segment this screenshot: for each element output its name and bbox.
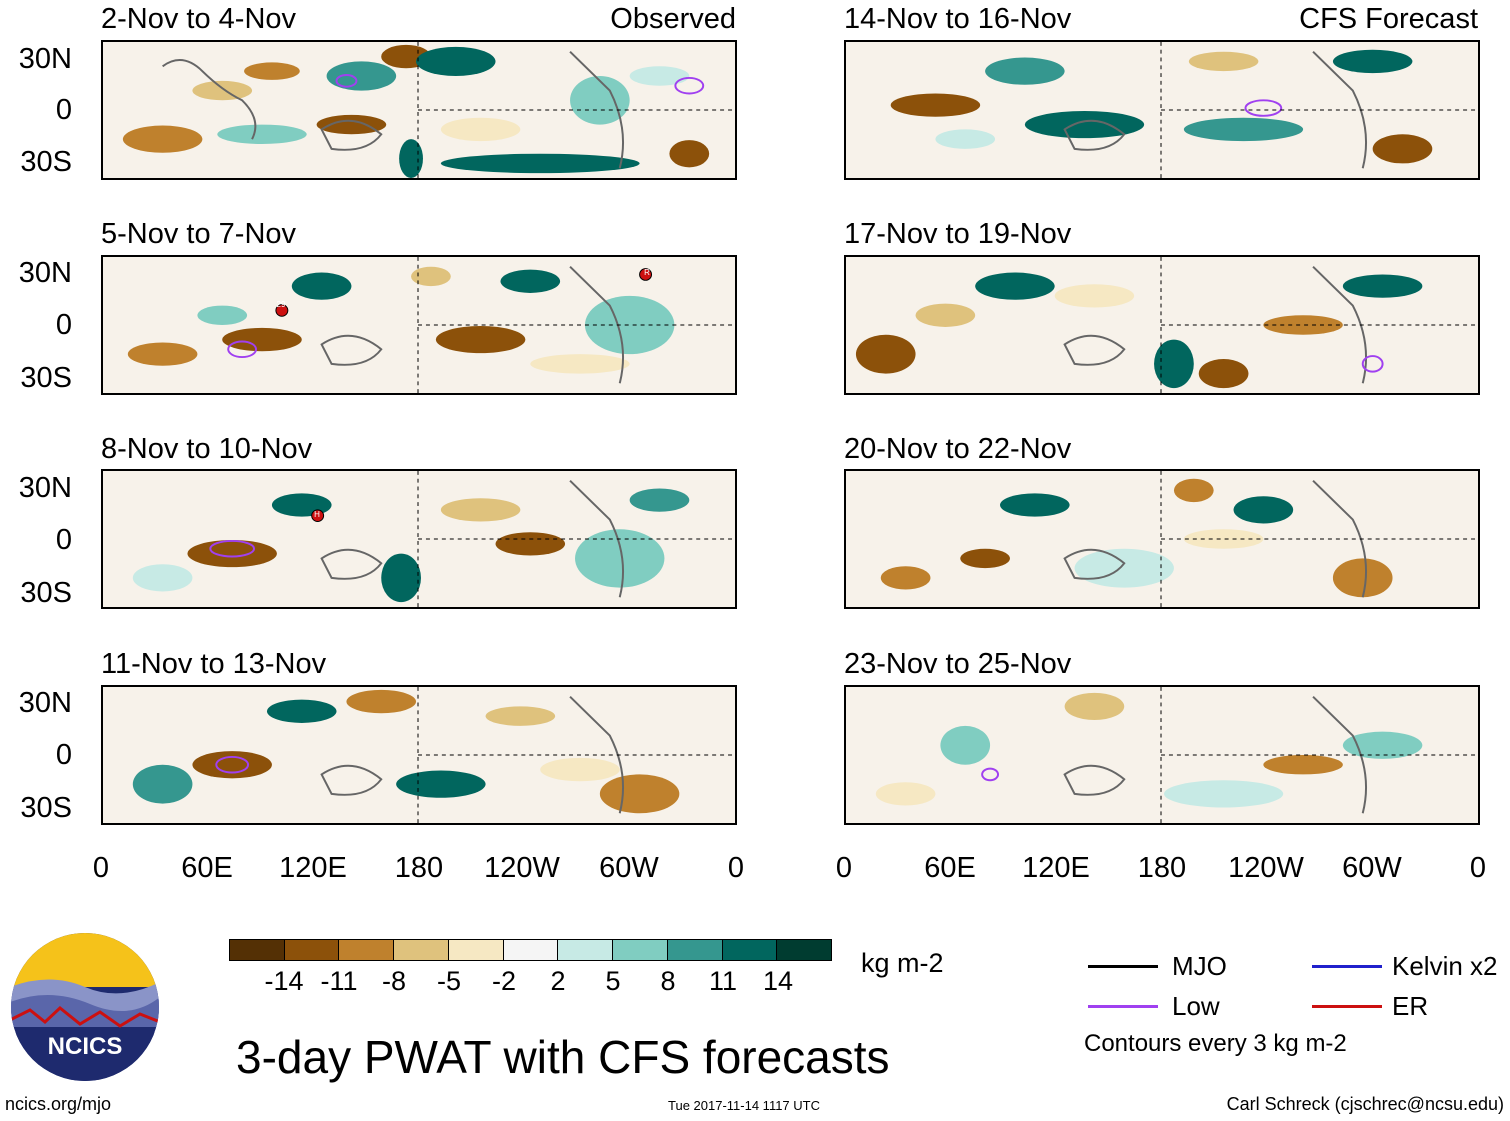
lon-label-left-0: 0 bbox=[92, 852, 110, 884]
lat-label-30n-4: 30N bbox=[18, 687, 72, 719]
lat-label-30s-1: 30S bbox=[20, 146, 72, 178]
lon-label-left-60w: 60W bbox=[599, 852, 659, 884]
lon-label-right-120w: 120W bbox=[1228, 852, 1304, 884]
lat-label-30s-3: 30S bbox=[20, 577, 72, 609]
contour-note: Contours every 3 kg m-2 bbox=[1084, 1030, 1347, 1057]
colorbar-swatch-2 bbox=[284, 940, 340, 960]
colorbar-swatch-8 bbox=[613, 940, 668, 960]
panel-title-2: 5-Nov to 7-Nov bbox=[101, 218, 297, 250]
colorbar-swatch-1 bbox=[230, 940, 285, 960]
lon-label-right-180: 180 bbox=[1137, 852, 1187, 884]
colorbar-label-1: -14 bbox=[264, 966, 304, 996]
legend-line-mjo bbox=[1088, 965, 1158, 968]
lon-label-right-60w: 60W bbox=[1342, 852, 1402, 884]
lat-label-eq-1: 0 bbox=[55, 94, 72, 126]
colorbar-label-4: -5 bbox=[436, 966, 462, 996]
storm-marker-29: 29 bbox=[276, 300, 286, 309]
map-panel-2 bbox=[101, 255, 737, 395]
lat-label-30n-2: 30N bbox=[18, 257, 72, 289]
lon-label-left-60e: 60E bbox=[181, 852, 233, 884]
ncics-logo: NCICS bbox=[10, 932, 160, 1082]
lon-label-right-120e: 120E bbox=[1022, 852, 1090, 884]
map-panel-5 bbox=[844, 40, 1480, 180]
colorbar-label-7: 5 bbox=[605, 966, 621, 996]
footer-author: Carl Schreck (cjschrec@ncsu.edu) bbox=[1226, 1094, 1504, 1114]
lon-label-left-120w: 120W bbox=[484, 852, 560, 884]
colorbar-label-8: 8 bbox=[660, 966, 676, 996]
legend-label-mjo: MJO bbox=[1172, 951, 1227, 981]
logo-text: NCICS bbox=[48, 1033, 123, 1060]
colorbar-label-9: 11 bbox=[708, 966, 738, 996]
storm-marker-r1: R bbox=[644, 268, 650, 277]
lon-label-left-180: 180 bbox=[394, 852, 444, 884]
map-panel-1 bbox=[101, 40, 737, 180]
panel-tag-forecast: CFS Forecast bbox=[1299, 3, 1478, 35]
legend-line-low bbox=[1088, 1005, 1158, 1008]
lat-label-eq-4: 0 bbox=[55, 739, 72, 771]
lat-label-30n-3: 30N bbox=[18, 472, 72, 504]
panel-title-8: 23-Nov to 25-Nov bbox=[844, 648, 1072, 680]
lat-label-30s-4: 30S bbox=[20, 792, 72, 824]
colorbar-swatch-9 bbox=[667, 940, 723, 960]
legend-label-low: Low bbox=[1172, 991, 1220, 1021]
map-panel-4 bbox=[101, 685, 737, 825]
colorbar-unit: kg m-2 bbox=[861, 948, 944, 978]
lon-label-right-0: 0 bbox=[835, 852, 853, 884]
colorbar-swatch-7 bbox=[558, 940, 614, 960]
map-panel-6 bbox=[844, 255, 1480, 395]
lat-label-eq-2: 0 bbox=[55, 309, 72, 341]
lon-label-left-end: 0 bbox=[727, 852, 745, 884]
colorbar-label-2: -11 bbox=[320, 966, 358, 996]
lat-label-eq-3: 0 bbox=[55, 524, 72, 556]
lat-label-30s-2: 30S bbox=[20, 362, 72, 394]
colorbar-swatch-5 bbox=[448, 940, 504, 960]
colorbar-swatch-4 bbox=[394, 940, 449, 960]
colorbar-label-5: -2 bbox=[491, 966, 517, 996]
panel-title-7: 20-Nov to 22-Nov bbox=[844, 433, 1072, 465]
map-panel-7 bbox=[844, 469, 1480, 609]
panel-title-6: 17-Nov to 19-Nov bbox=[844, 218, 1072, 250]
storm-marker-h: H bbox=[314, 510, 320, 519]
map-panel-3 bbox=[101, 469, 737, 609]
lon-label-left-120e: 120E bbox=[279, 852, 347, 884]
panel-tag-observed: Observed bbox=[610, 3, 736, 35]
colorbar-swatch-11 bbox=[777, 940, 832, 960]
colorbar bbox=[229, 939, 832, 961]
panel-title-5: 14-Nov to 16-Nov bbox=[844, 3, 1072, 35]
panel-title-1: 2-Nov to 4-Nov bbox=[101, 3, 297, 35]
lon-label-right-end: 0 bbox=[1469, 852, 1487, 884]
panel-title-4: 11-Nov to 13-Nov bbox=[101, 648, 327, 680]
legend-label-kelvin: Kelvin x2 bbox=[1392, 951, 1498, 981]
main-title: 3-day PWAT with CFS forecasts bbox=[236, 1031, 890, 1083]
legend-label-er: ER bbox=[1392, 991, 1429, 1021]
lon-label-right-60e: 60E bbox=[924, 852, 976, 884]
footer-url[interactable]: ncics.org/mjo bbox=[5, 1094, 112, 1114]
colorbar-label-10: 14 bbox=[762, 966, 794, 996]
lat-label-30n-1: 30N bbox=[18, 43, 72, 75]
map-panel-8 bbox=[844, 685, 1480, 825]
footer-timestamp: Tue 2017-11-14 1117 UTC bbox=[668, 1098, 820, 1113]
colorbar-label-3: -8 bbox=[381, 966, 407, 996]
legend-line-kelvin bbox=[1312, 965, 1382, 968]
colorbar-swatch-3 bbox=[339, 940, 395, 960]
colorbar-swatch-6 bbox=[503, 940, 559, 960]
panel-title-3: 8-Nov to 10-Nov bbox=[101, 433, 313, 465]
colorbar-label-6: 2 bbox=[550, 966, 566, 996]
legend-line-er bbox=[1312, 1005, 1382, 1008]
colorbar-swatch-10 bbox=[722, 940, 778, 960]
